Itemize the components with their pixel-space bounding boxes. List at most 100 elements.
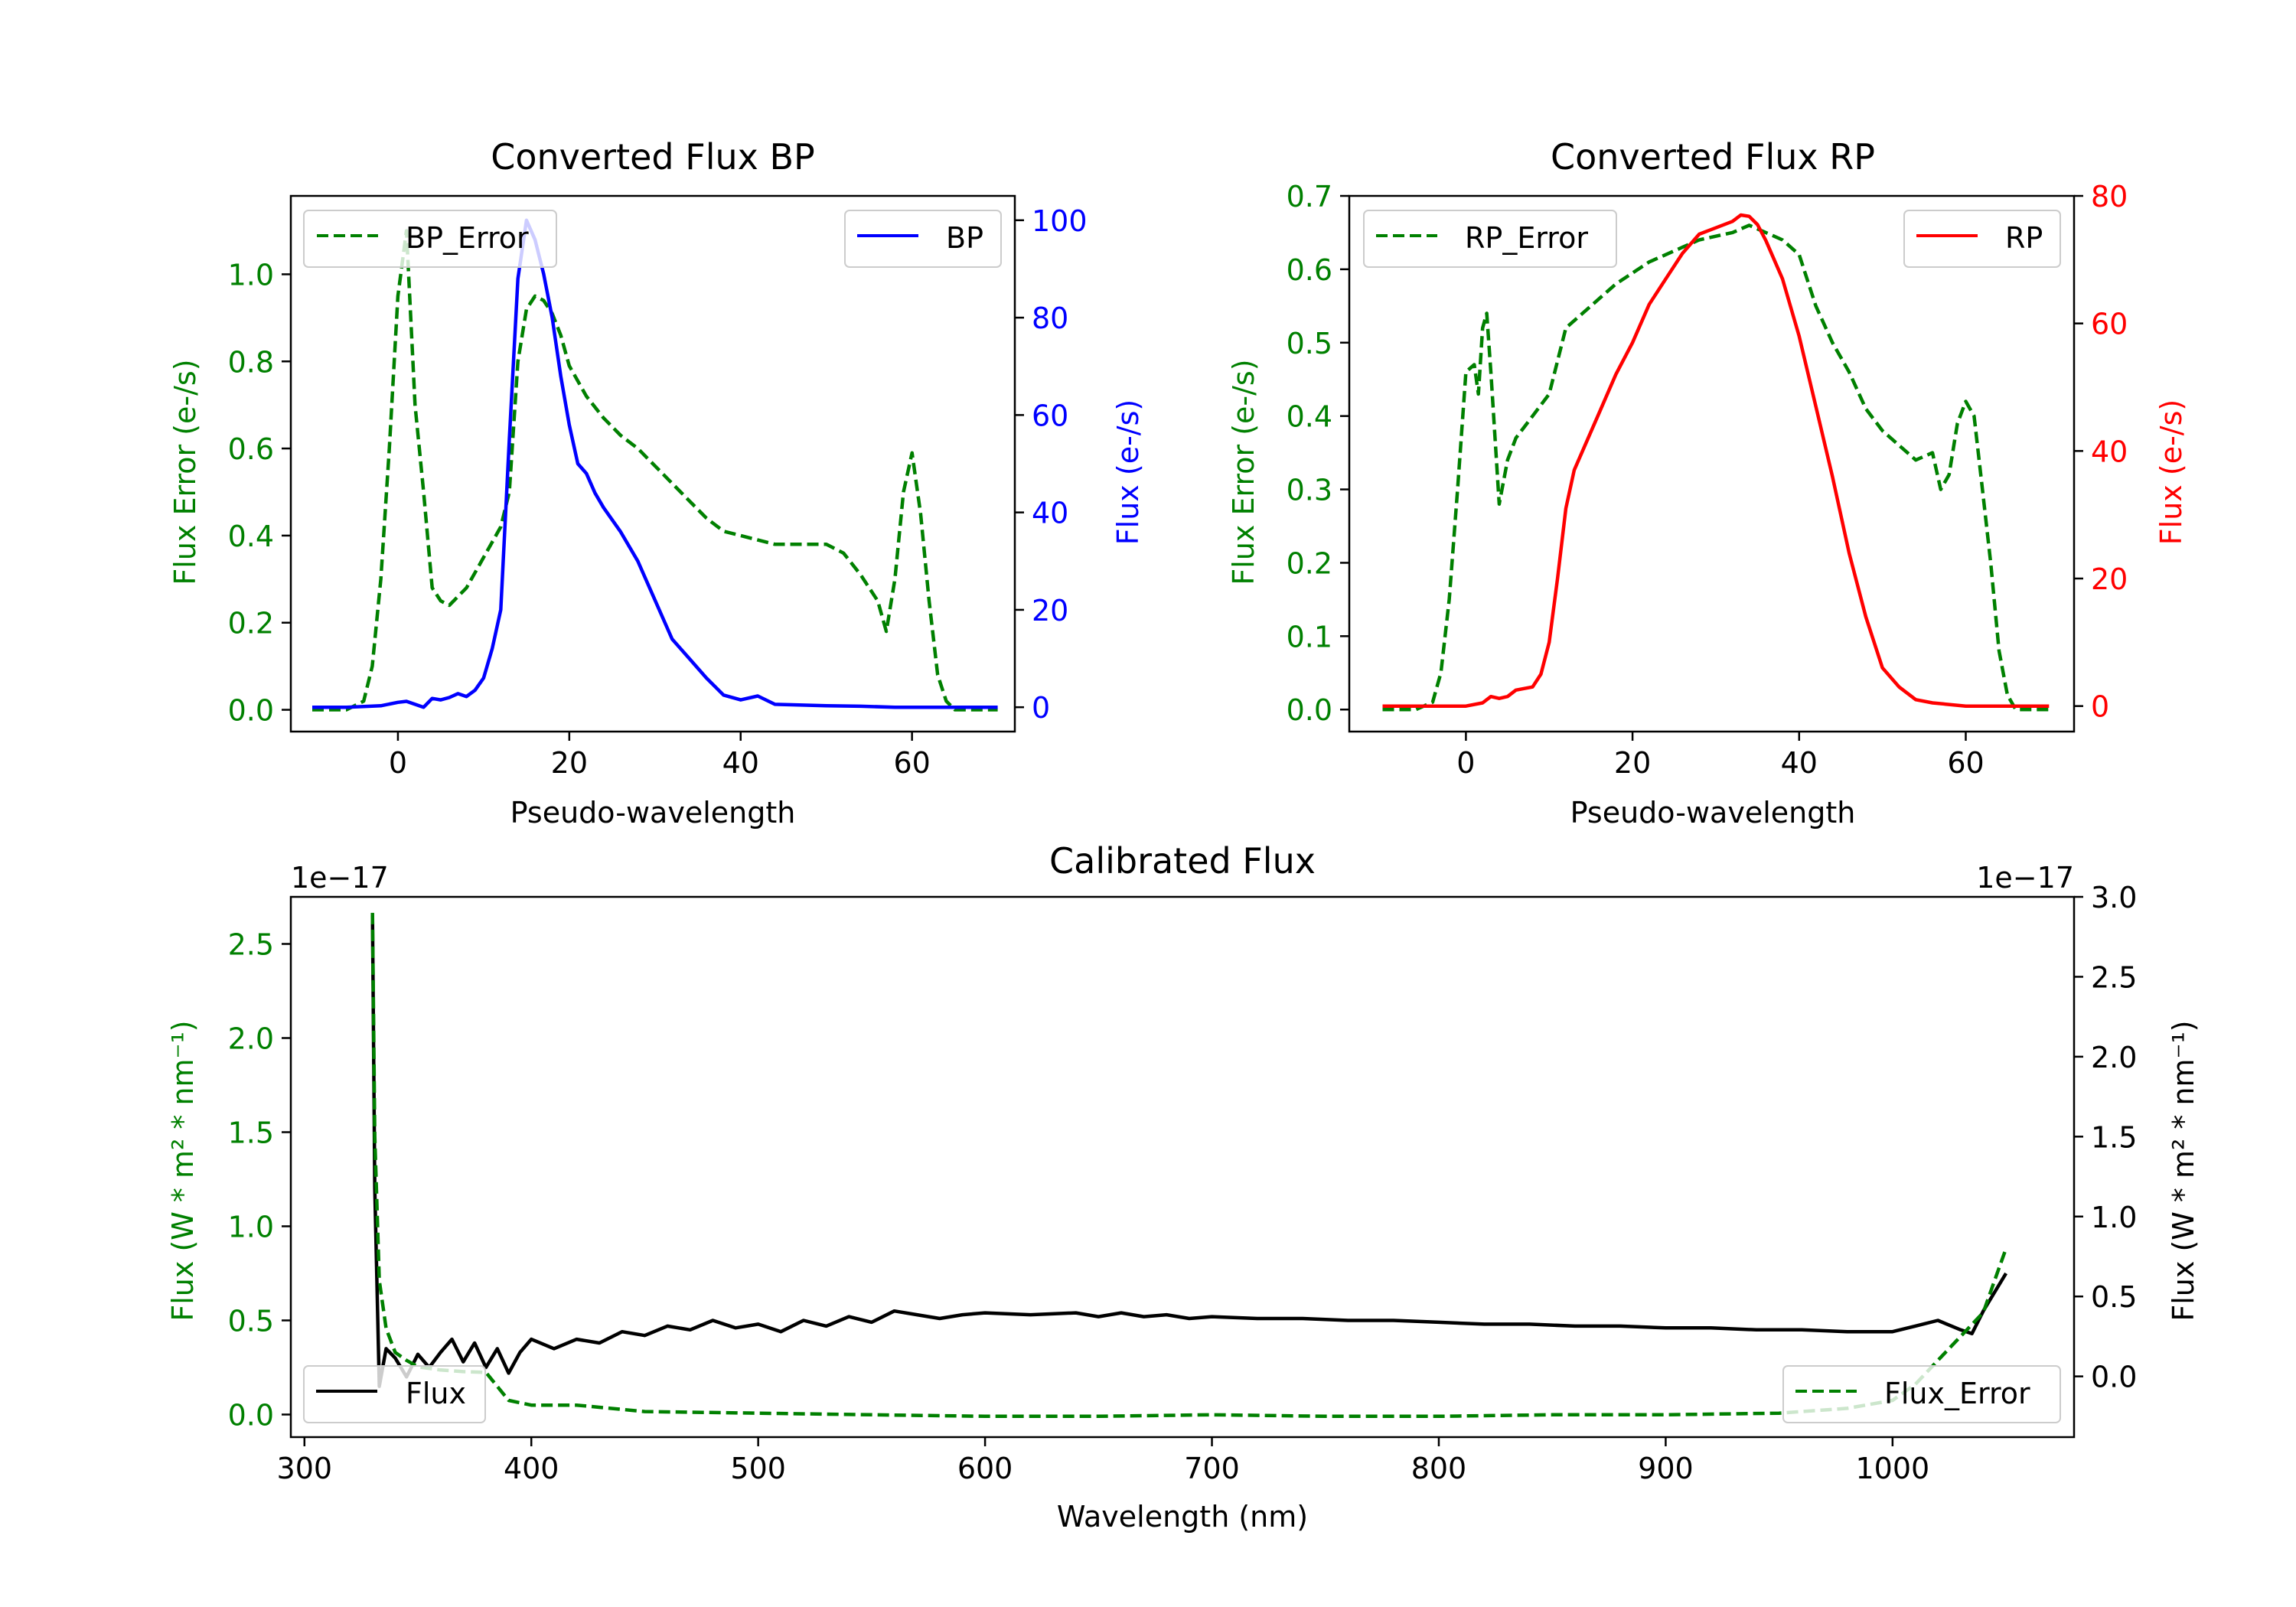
right-y-tick-label: 3.0 (2091, 881, 2137, 914)
series-line-flux (370, 915, 2008, 1388)
right-y-tick-label: 100 (1032, 204, 1088, 238)
left-y-tick-label: 0.6 (228, 432, 274, 466)
series-line-bp (312, 218, 998, 709)
legend-box (1782, 1365, 2061, 1423)
x-tick-label: 40 (722, 746, 759, 780)
left-axis-label: Flux (W * m² * nm⁻¹) (166, 1020, 200, 1321)
legend-box (844, 210, 1002, 268)
right-y-tick-label: 20 (1032, 594, 1068, 627)
x-tick-label: 500 (730, 1452, 786, 1485)
x-tick-label: 1000 (1855, 1452, 1929, 1485)
right-y-tick-label: 80 (1032, 302, 1068, 335)
panel-title: Calibrated Flux (1049, 840, 1316, 882)
left-y-tick-label: 2.0 (228, 1022, 274, 1055)
x-tick-label: 60 (893, 746, 930, 780)
left-offset-text: 1e−17 (291, 861, 389, 895)
left-y-tick-label: 1.0 (228, 1210, 274, 1244)
legend-label-bp-error: BP_Error (406, 221, 529, 255)
legend-right: Flux_Error (1782, 1365, 2061, 1423)
left-y-tick-label: 0.8 (228, 345, 274, 379)
legend-left: Flux (303, 1365, 486, 1423)
legend-label-flux: Flux (406, 1377, 466, 1410)
legend-label-flux-error: Flux_Error (1884, 1377, 2030, 1410)
right-y-tick-label: 40 (2091, 435, 2128, 468)
series-group (1382, 213, 2050, 712)
left-y-tick-label: 2.5 (228, 927, 274, 961)
legend-left: BP_Error (303, 210, 557, 268)
right-y-tick-label: 60 (1032, 399, 1068, 432)
left-axis-label: Flux Error (e-/s) (1227, 359, 1261, 585)
x-tick-label: 700 (1184, 1452, 1240, 1485)
x-tick-label: 300 (277, 1452, 333, 1485)
right-y-tick-label: 1.5 (2091, 1120, 2137, 1154)
left-y-tick-label: 1.5 (228, 1116, 274, 1149)
x-tick-label: 900 (1638, 1452, 1694, 1485)
right-y-tick-label: 40 (1032, 497, 1068, 530)
plot-frame (289, 194, 1016, 733)
left-y-tick-label: 0.3 (1287, 474, 1332, 507)
right-y-tick-label: 0.0 (2091, 1361, 2137, 1394)
x-tick-label: 800 (1411, 1452, 1467, 1485)
panel-title: Converted Flux RP (1551, 136, 1875, 178)
x-tick-label: 600 (957, 1452, 1013, 1485)
x-tick-label: 0 (1456, 746, 1475, 780)
panel-bp: Converted Flux BP Pseudo-wavelength Flux… (168, 136, 1145, 830)
left-y-tick-label: 0.7 (1287, 180, 1332, 214)
left-y-tick-label: 0.2 (228, 607, 274, 641)
legend-box (1903, 210, 2061, 268)
x-tick-label: 20 (1614, 746, 1651, 780)
panel-calibrated: Calibrated Flux 1e−17 1e−17 Wavelength (… (166, 840, 2200, 1534)
legend-box (303, 1365, 486, 1423)
right-y-tick-label: 2.5 (2091, 960, 2137, 994)
left-y-tick-label: 0.0 (228, 694, 274, 728)
right-axis-label: Flux (e-/s) (1111, 399, 1145, 545)
right-y-tick-label: 60 (2091, 308, 2128, 341)
x-axis-label: Pseudo-wavelength (1570, 796, 1856, 830)
series-line-rp (1382, 213, 2050, 708)
right-y-tick-label: 0 (1032, 691, 1050, 725)
right-y-tick-label: 2.0 (2091, 1041, 2137, 1074)
x-tick-label: 400 (504, 1452, 559, 1485)
left-y-tick-label: 0.1 (1287, 620, 1332, 654)
plot-frame (1348, 194, 2076, 733)
series-line-rp-error (1382, 223, 2050, 712)
x-tick-label: 0 (389, 746, 407, 780)
legend-box (303, 210, 557, 268)
left-y-tick-label: 1.0 (228, 258, 274, 292)
legend-box (1363, 210, 1617, 268)
series-line-flux-error (370, 912, 2008, 1419)
legend-right: RP (1903, 210, 2061, 268)
left-y-tick-label: 0.5 (228, 1304, 274, 1338)
x-tick-label: 20 (551, 746, 588, 780)
left-y-tick-label: 0.5 (1287, 327, 1332, 360)
x-axis-label: Wavelength (nm) (1057, 1500, 1308, 1534)
right-axis-label: Flux (W * m² * nm⁻¹) (2167, 1020, 2200, 1321)
left-y-tick-label: 0.0 (1287, 693, 1332, 727)
right-y-tick-label: 80 (2091, 180, 2128, 214)
right-offset-text: 1e−17 (1976, 861, 2074, 895)
series-group (312, 218, 998, 712)
legend-label-bp: BP (946, 221, 983, 255)
right-y-tick-label: 20 (2091, 562, 2128, 596)
legend-left: RP_Error (1363, 210, 1617, 268)
legend-label-rp-error: RP_Error (1465, 221, 1588, 255)
plot-frame (289, 895, 2076, 1439)
right-axis-label: Flux (e-/s) (2154, 399, 2188, 545)
left-y-tick-label: 0.4 (228, 520, 274, 553)
x-axis-label: Pseudo-wavelength (510, 796, 796, 830)
left-y-tick-label: 0.4 (1287, 400, 1332, 434)
left-y-tick-label: 0.0 (228, 1398, 274, 1432)
right-y-tick-label: 1.0 (2091, 1201, 2137, 1234)
series-line-bp-error (312, 229, 998, 712)
panel-rp: Converted Flux RP Pseudo-wavelength Flux… (1227, 136, 2188, 830)
panel-title: Converted Flux BP (491, 136, 815, 178)
series-group (370, 912, 2008, 1419)
left-axis-label: Flux Error (e-/s) (168, 359, 202, 585)
left-y-tick-label: 0.2 (1287, 546, 1332, 580)
x-tick-label: 40 (1781, 746, 1818, 780)
x-tick-label: 60 (1947, 746, 1984, 780)
right-y-tick-label: 0.5 (2091, 1280, 2137, 1314)
legend-label-rp: RP (2005, 221, 2043, 255)
left-y-tick-label: 0.6 (1287, 253, 1332, 287)
